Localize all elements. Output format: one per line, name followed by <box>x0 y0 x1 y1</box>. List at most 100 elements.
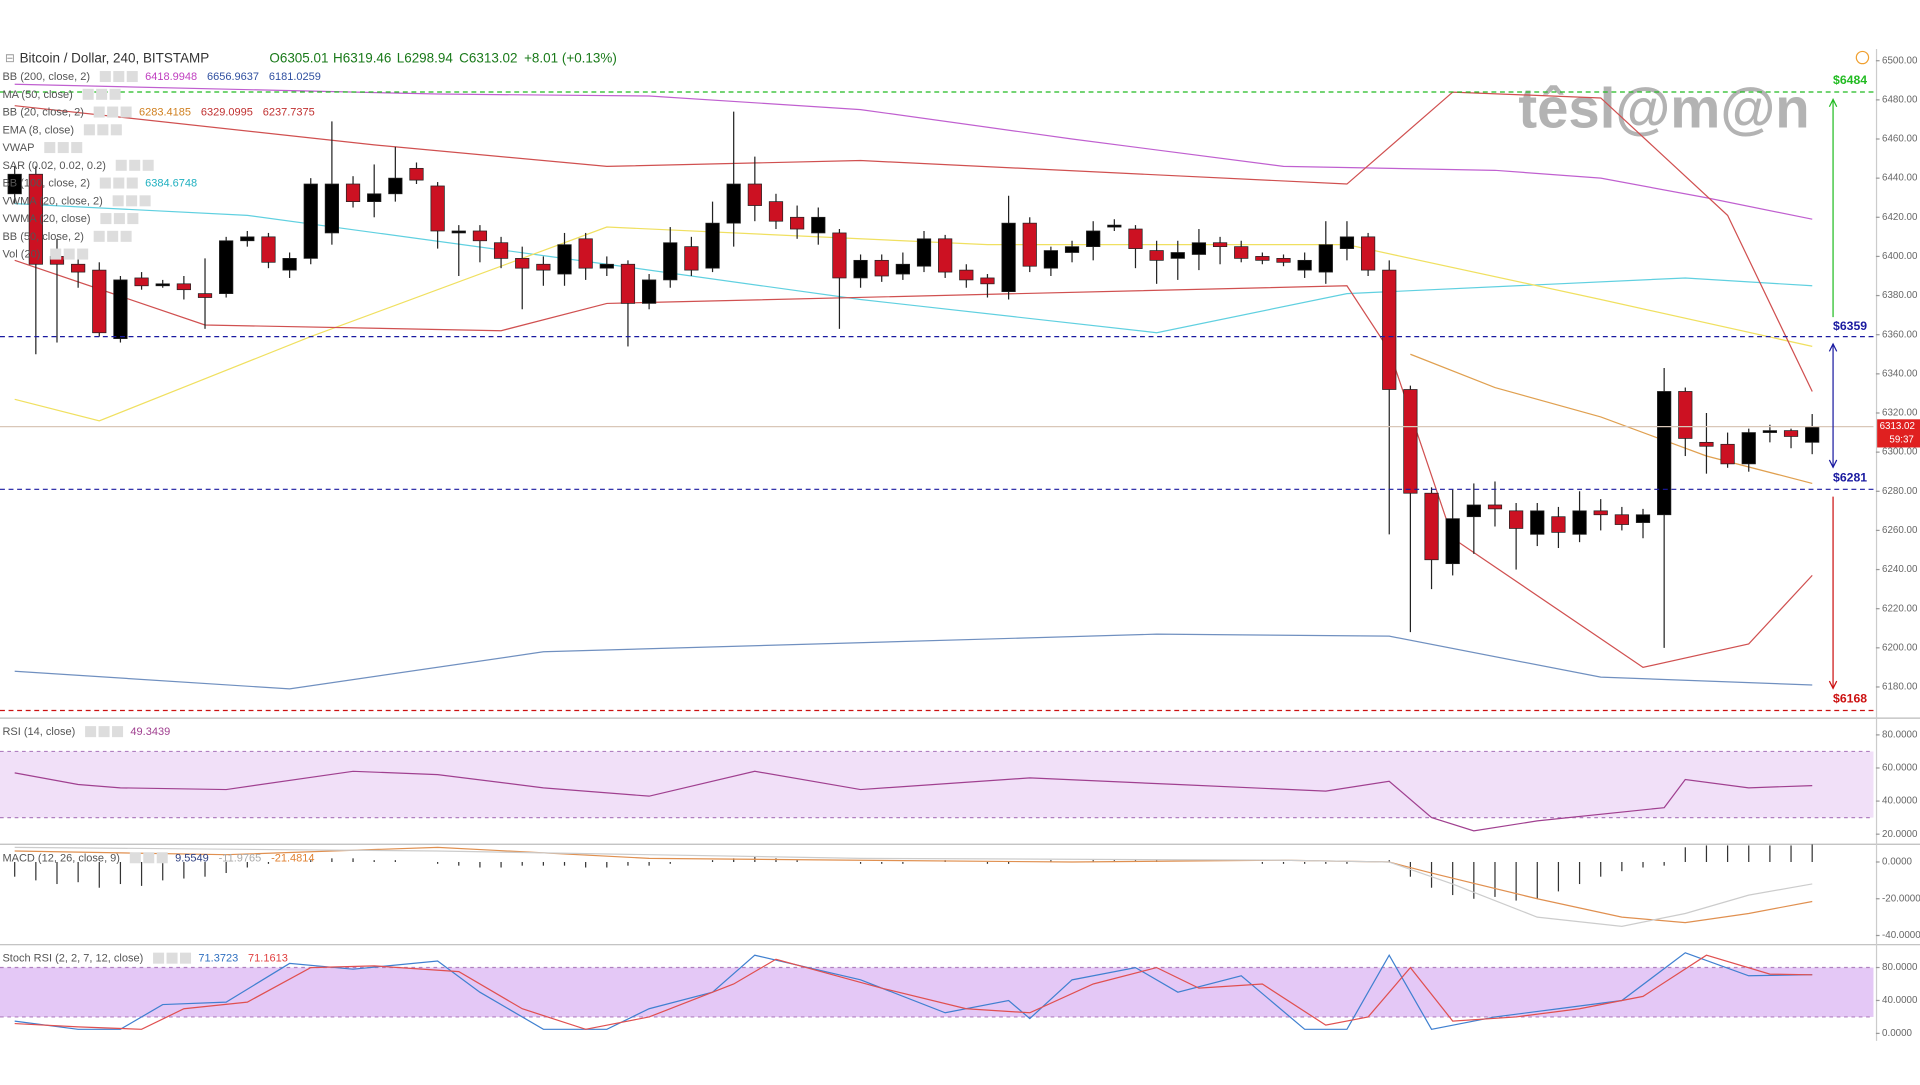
level-label: $6484 <box>1833 73 1867 87</box>
candle-body <box>1509 510 1524 529</box>
macd-line <box>14 846 1813 927</box>
legend-button[interactable] <box>156 852 168 864</box>
legend-button[interactable] <box>120 106 132 118</box>
legend-button[interactable] <box>93 106 105 118</box>
legend-button[interactable] <box>107 106 119 118</box>
legend-value: 49.3439 <box>130 726 170 738</box>
legend-button[interactable] <box>93 230 105 242</box>
candle-body <box>663 242 678 281</box>
candle-body <box>71 263 86 273</box>
legend-button[interactable] <box>115 159 127 171</box>
legend-button[interactable] <box>77 248 89 260</box>
legend-button[interactable] <box>107 230 119 242</box>
legend-label: VWMA (20, close) <box>2 213 90 225</box>
menu-icon[interactable]: ⊟ <box>5 51 15 65</box>
y-tick-label: 40.0000 <box>1882 995 1918 1006</box>
legend-label: BB (50, close, 2) <box>2 231 83 243</box>
legend-value: 6384.6748 <box>145 178 197 190</box>
y-tick-label: 6400.00 <box>1882 251 1918 262</box>
legend-button[interactable] <box>82 88 94 100</box>
candle-body <box>493 242 509 259</box>
legend-label: RSI (14, close) <box>2 726 75 738</box>
y-tick-label: -20.0000 <box>1882 893 1920 904</box>
legend-button[interactable] <box>96 88 108 100</box>
candle-body <box>1382 269 1397 390</box>
legend-button[interactable] <box>129 852 141 864</box>
candle-body <box>1699 441 1714 447</box>
legend-button[interactable] <box>113 213 125 225</box>
legend-button[interactable] <box>85 726 97 738</box>
candle-body <box>409 167 424 181</box>
candle-body <box>1551 516 1566 533</box>
watermark: têsl@m@n <box>1518 77 1809 140</box>
legend-button[interactable] <box>112 195 124 207</box>
candle-body <box>641 279 657 304</box>
candle-body <box>747 183 762 206</box>
candle-body <box>578 238 593 269</box>
legend-button[interactable] <box>44 142 56 154</box>
legend-button[interactable] <box>63 248 75 260</box>
legend-button[interactable] <box>120 230 132 242</box>
legend-button[interactable] <box>50 248 62 260</box>
y-tick-label: -40.0000 <box>1882 930 1920 941</box>
candle-body <box>92 269 107 334</box>
symbol[interactable]: Bitcoin / Dollar, 240, BITSTAMP <box>20 50 210 65</box>
legend-button[interactable] <box>71 142 83 154</box>
legend-button[interactable] <box>100 213 112 225</box>
candle-body <box>1255 256 1270 261</box>
y-tick-label: 0.0000 <box>1882 1028 1912 1039</box>
candle-body <box>1001 222 1016 293</box>
legend-button[interactable] <box>142 159 154 171</box>
alert-icon[interactable] <box>1855 50 1870 65</box>
legend-button[interactable] <box>153 952 165 964</box>
candle-body <box>1593 510 1608 516</box>
legend-button[interactable] <box>139 195 151 207</box>
legend-button[interactable] <box>98 726 110 738</box>
legend-button[interactable] <box>57 142 69 154</box>
legend-button[interactable] <box>113 71 125 83</box>
legend-button[interactable] <box>113 177 125 189</box>
legend-button[interactable] <box>83 124 95 136</box>
y-tick-label: 6500.00 <box>1882 55 1918 66</box>
legend-button[interactable] <box>126 71 138 83</box>
legend-button[interactable] <box>166 952 178 964</box>
legend-button[interactable] <box>126 195 138 207</box>
level-label: $6168 <box>1833 692 1867 706</box>
legend-label: MACD (12, 26, close, 9) <box>2 852 120 864</box>
candle-body <box>768 201 784 222</box>
legend-button[interactable] <box>97 124 109 136</box>
candle-body <box>1657 391 1672 516</box>
legend-button[interactable] <box>127 213 139 225</box>
y-tick-label: 6440.00 <box>1882 173 1918 184</box>
y-tick-label: 80.0000 <box>1882 729 1918 740</box>
legend-button[interactable] <box>143 852 155 864</box>
y-tick-label: 6480.00 <box>1882 94 1918 105</box>
legend-button[interactable] <box>180 952 192 964</box>
legend-label: MA (50, close) <box>2 89 72 101</box>
legend-button[interactable] <box>129 159 141 171</box>
candle-body <box>684 246 699 271</box>
candle-body <box>134 277 149 287</box>
legend-button[interactable] <box>126 177 138 189</box>
candle-body <box>853 259 868 279</box>
indicator-line <box>14 91 1813 392</box>
arrow-head <box>1828 459 1838 469</box>
legend-button[interactable] <box>109 88 121 100</box>
legend-button[interactable] <box>99 71 111 83</box>
legend-button[interactable] <box>112 726 124 738</box>
candle-body <box>7 173 22 195</box>
legend-button[interactable] <box>99 177 111 189</box>
candle-body <box>1445 518 1460 565</box>
candle-body <box>28 173 43 265</box>
candle-body <box>1530 510 1545 535</box>
legend-button[interactable] <box>110 124 122 136</box>
candle-body <box>1805 426 1820 443</box>
candle-body <box>1318 244 1333 273</box>
legend-value: 6418.9948 <box>145 71 197 83</box>
candle-body <box>1720 443 1735 465</box>
candle-body <box>790 216 805 230</box>
candle-body <box>472 230 488 242</box>
candle-body <box>1424 492 1439 561</box>
candle-body <box>874 259 889 277</box>
candle-body <box>811 216 826 234</box>
